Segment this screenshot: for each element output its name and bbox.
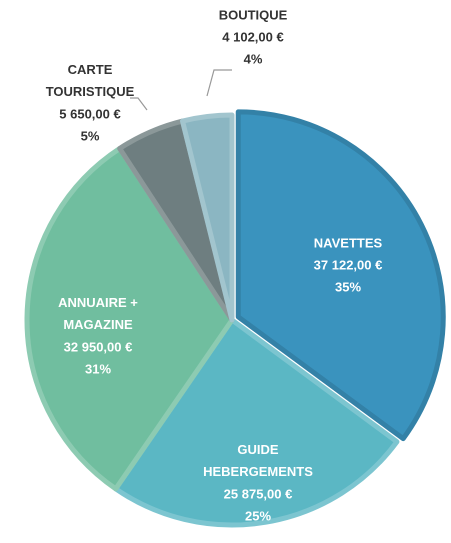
- pie-slice: [180, 112, 235, 323]
- slice-label: CARTE TOURISTIQUE: [46, 62, 135, 99]
- pie-slice: [24, 145, 235, 492]
- value-label: 5 650,00 €: [59, 106, 120, 121]
- slice-label: BOUTIQUE: [219, 7, 288, 22]
- pie-slice: [235, 109, 446, 442]
- percentage-label: 31%: [85, 361, 111, 376]
- value-label: 32 950,00 €: [64, 339, 133, 354]
- value-label: 4 102,00 €: [222, 29, 283, 44]
- slice-label: NAVETTES: [314, 235, 383, 250]
- leader-line: [206, 69, 232, 97]
- percentage-label: 25%: [245, 508, 271, 523]
- percentage-label: 5%: [81, 128, 100, 143]
- value-label: 25 875,00 €: [224, 486, 293, 501]
- leader-line: [130, 97, 148, 111]
- pie-slice: [113, 317, 400, 528]
- slice-label: ANNUAIRE + MAGAZINE: [58, 295, 138, 332]
- percentage-label: 4%: [244, 51, 263, 66]
- value-label: 37 122,00 €: [314, 257, 383, 272]
- slice-label: GUIDE HEBERGEMENTS: [203, 442, 313, 479]
- percentage-label: 35%: [335, 279, 361, 294]
